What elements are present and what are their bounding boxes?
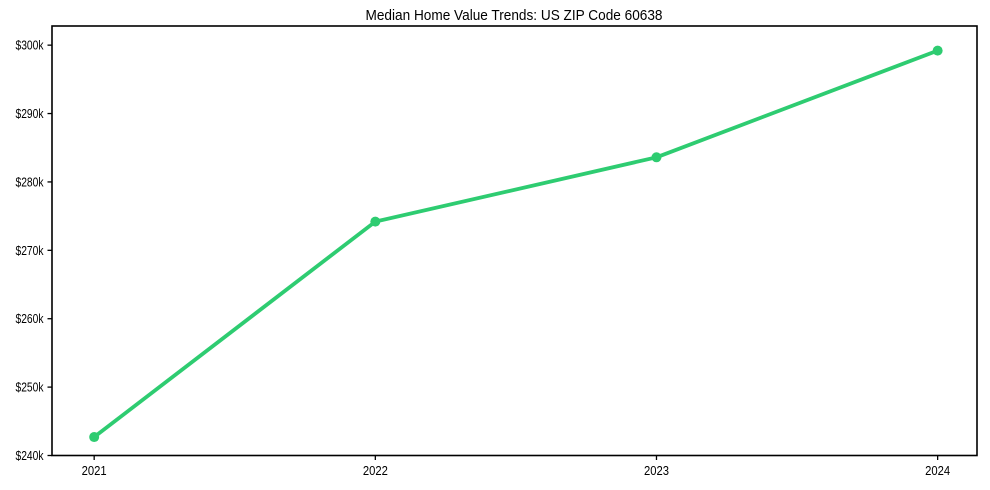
x-tick-label: 2022 [363,463,388,478]
y-tick-label: $260k [16,311,44,326]
data-point [370,216,381,227]
x-tick-label: 2024 [925,463,950,478]
data-point [651,152,662,163]
y-tick-label: $300k [16,38,44,53]
y-tick-label: $290k [16,106,44,121]
series-line [92,48,940,439]
data-point [932,45,943,56]
y-tick-label: $280k [16,174,44,189]
plot-area: $240k $250k $260k $270k $280k $290k $300k 2021 2… [16,25,978,478]
y-tick-label: $250k [16,380,44,395]
chart-title: Median Home Value Trends: US ZIP Code 60… [366,7,663,24]
y-tick-label: $240k [16,448,44,463]
x-tick-label: 2023 [644,463,669,478]
data-point [89,432,100,443]
plot-border [51,25,978,457]
x-tick-label: 2021 [82,463,107,478]
y-tick-label: $270k [16,243,44,258]
